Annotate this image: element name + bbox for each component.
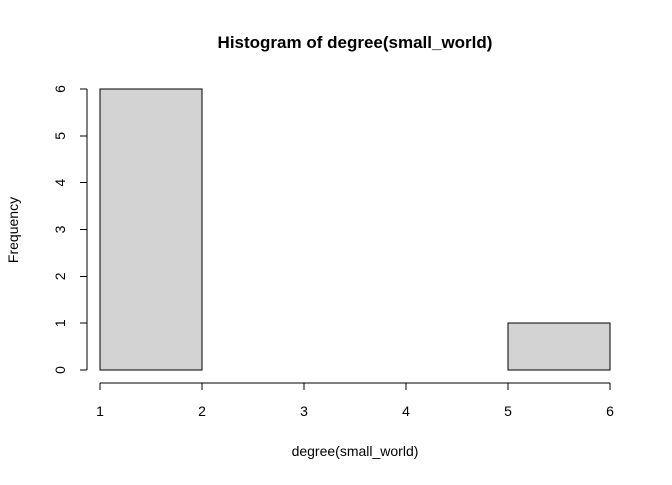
x-tick-label-3: 3 [300,403,308,419]
y-axis: 0 1 2 3 4 5 6 [52,85,88,374]
y-tick-label-7: 6 [52,85,68,93]
x-tick-label-1: 1 [96,403,104,419]
histogram-bars [99,88,611,371]
y-tick-label-6: 5 [52,132,68,140]
histogram-bar-1 [99,88,203,371]
histogram-bar-5 [507,322,611,371]
x-axis-label: degree(small_world) [292,443,419,459]
x-axis: 1 2 3 4 5 6 [96,382,614,419]
y-tick-label-2: 1 [52,319,68,327]
x-tick-label-4: 4 [402,403,410,419]
y-axis-label: Frequency [5,197,21,263]
x-tick-label-2: 2 [198,403,206,419]
y-tick-label-3: 2 [52,272,68,280]
y-tick-label-1: 0 [52,366,68,374]
chart-title: Histogram of degree(small_world) [218,33,493,52]
x-tick-label-6: 6 [606,403,614,419]
x-tick-label-5: 5 [504,403,512,419]
y-tick-label-4: 3 [52,225,68,233]
y-tick-label-5: 4 [52,179,68,187]
